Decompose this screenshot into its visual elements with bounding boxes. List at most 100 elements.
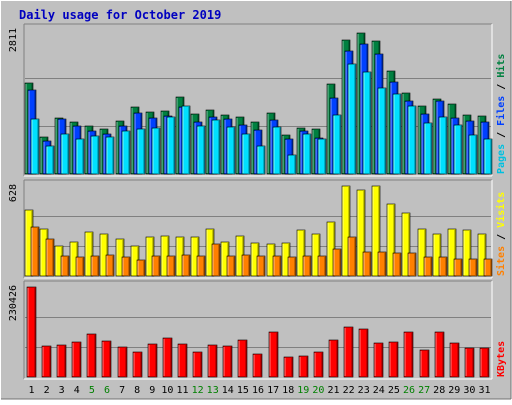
- x-tick-label-day-28: 28: [433, 385, 445, 396]
- bar-sites: [453, 258, 463, 277]
- bar-fill: [211, 243, 221, 277]
- bar-kbytes: [117, 346, 128, 378]
- bar-kbytes: [71, 341, 82, 378]
- bar-fill: [162, 337, 173, 378]
- x-tick-label-day-22: 22: [343, 385, 355, 396]
- bar-sites: [362, 251, 372, 277]
- bar-fill: [86, 333, 97, 378]
- bar-pages: [151, 127, 161, 175]
- bar-kbytes: [147, 343, 158, 378]
- x-tick-label-day-2: 2: [44, 385, 50, 396]
- bar-sites: [468, 258, 478, 277]
- bar-fill: [341, 185, 351, 277]
- bar-kbytes: [449, 342, 460, 378]
- bar-kbytes: [434, 331, 445, 378]
- bar-pages: [181, 105, 191, 175]
- x-tick-label-day-9: 9: [149, 385, 155, 396]
- bar-fill: [252, 353, 263, 378]
- bar-sites: [151, 255, 161, 277]
- bar-sites: [332, 248, 342, 277]
- bar-fill: [121, 256, 131, 277]
- bar-fill: [302, 255, 312, 277]
- bar-fill: [101, 340, 112, 378]
- bar-fill: [407, 252, 417, 277]
- bar-fill: [181, 254, 191, 277]
- bar-fill: [192, 351, 203, 378]
- bar-fill: [268, 331, 279, 378]
- legend-hits-files-pages: Pages / Files / Hits: [495, 54, 507, 174]
- bar-fill: [302, 133, 312, 175]
- chart-panels: 2811 Pages / Files / Hits 628 Sites / Visit…: [8, 23, 507, 380]
- x-tick-label-day-12: 12: [192, 385, 204, 396]
- bar-sites: [272, 255, 282, 277]
- bar-sites: [136, 259, 146, 277]
- bar-fill: [438, 116, 448, 175]
- legend-visits-sites: Sites / Visits: [495, 192, 507, 276]
- bar-pages: [75, 138, 85, 175]
- chart-title: Daily usage for October 2019: [19, 8, 221, 22]
- bar-fill: [362, 251, 372, 277]
- bar-sites: [226, 255, 236, 277]
- bar-fill: [211, 119, 221, 175]
- bar-fill: [147, 343, 158, 378]
- bar-fill: [105, 254, 115, 277]
- x-tick-label-day-23: 23: [358, 385, 370, 396]
- bar-fill: [432, 233, 442, 277]
- x-axis-labels: 1 2 3 4 5 6 7 8 9 10 11 12 13 14 15 16 17 18 19 20 21 22 23 24 2…: [28, 385, 490, 396]
- bar-pages: [302, 133, 312, 175]
- bar-fill: [347, 63, 357, 175]
- y-max-label: 628: [8, 184, 19, 202]
- bar-sites: [60, 255, 70, 277]
- bar-pages: [256, 145, 266, 175]
- bar-fill: [256, 255, 266, 277]
- bar-fill: [483, 138, 493, 175]
- bar-kbytes: [222, 345, 233, 378]
- x-tick-label-day-7: 7: [119, 385, 125, 396]
- bar-fill: [477, 233, 487, 277]
- bar-pages: [392, 93, 402, 175]
- bar-fill: [438, 256, 448, 277]
- bar-sites: [287, 256, 297, 277]
- bar-fill: [296, 229, 306, 277]
- bar-fill: [423, 256, 433, 277]
- x-tick-label-day-6: 6: [104, 385, 110, 396]
- bar-fill: [328, 339, 339, 378]
- bar-fill: [45, 238, 55, 277]
- bar-visits: [341, 185, 351, 277]
- x-tick-label-day-11: 11: [176, 385, 188, 396]
- legend-hits: Hits: [495, 54, 507, 78]
- bar-kbytes: [373, 342, 384, 378]
- bar-fill: [237, 339, 248, 378]
- bar-sites: [317, 255, 327, 277]
- legend-kbytes: KBytes: [496, 341, 507, 377]
- bar-kbytes: [358, 328, 369, 378]
- bar-fill: [60, 133, 70, 175]
- legend-text: Sites / Visits: [495, 192, 507, 276]
- bar-pages: [136, 128, 146, 175]
- bar-fill: [388, 341, 399, 378]
- bar-fill: [298, 355, 309, 378]
- bar-kbytes: [268, 331, 279, 378]
- bar-pages: [453, 124, 463, 175]
- bar-fill: [105, 136, 115, 175]
- bar-fill: [30, 118, 40, 175]
- bar-kbytes: [86, 333, 97, 378]
- legend-text: KBytes: [496, 341, 507, 377]
- bar-fill: [132, 351, 143, 378]
- bar-kbytes: [479, 347, 490, 378]
- bar-fill: [222, 345, 233, 378]
- bar-kbytes: [41, 345, 52, 378]
- bar-fill: [343, 326, 354, 378]
- bar-fill: [226, 126, 236, 175]
- bar-sites: [392, 252, 402, 277]
- bar-sites: [30, 226, 40, 277]
- bar-fill: [419, 349, 430, 378]
- bar-kbytes: [101, 340, 112, 378]
- bar-fill: [136, 259, 146, 277]
- legend-separator: /: [496, 228, 507, 246]
- bar-kbytes: [388, 341, 399, 378]
- bar-fill: [41, 345, 52, 378]
- bar-kbytes: [237, 339, 248, 378]
